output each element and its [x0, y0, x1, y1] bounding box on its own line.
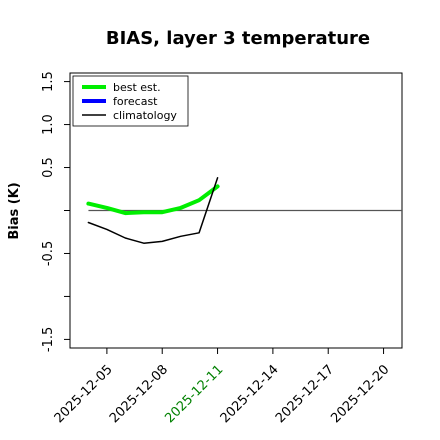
- x-tick-label: 2025-12-05: [52, 362, 116, 426]
- chart-title: BIAS, layer 3 temperature: [106, 28, 370, 49]
- y-tick-label: -1.5: [41, 327, 56, 352]
- x-tick-label: 2025-12-11: [162, 362, 226, 426]
- y-tick-label: 1.5: [41, 71, 56, 92]
- x-tick-label: 2025-12-20: [328, 362, 392, 426]
- legend-box: [72, 75, 189, 127]
- series-line-climatology: [87, 177, 219, 244]
- legend-label: climatology: [113, 109, 177, 122]
- x-tick-label: 2025-12-17: [273, 362, 337, 426]
- y-tick-label: 1.0: [41, 114, 56, 135]
- series-line-best-est: [86, 184, 220, 216]
- x-tick-label: 2025-12-14: [218, 362, 282, 426]
- y-tick-label: -0.5: [41, 241, 56, 266]
- y-axis-label: Bias (K): [7, 182, 22, 239]
- y-tick-label: 0.5: [41, 157, 56, 178]
- legend-label: best est.: [113, 81, 161, 94]
- x-tick-label: 2025-12-08: [107, 362, 171, 426]
- legend-label: forecast: [113, 95, 158, 108]
